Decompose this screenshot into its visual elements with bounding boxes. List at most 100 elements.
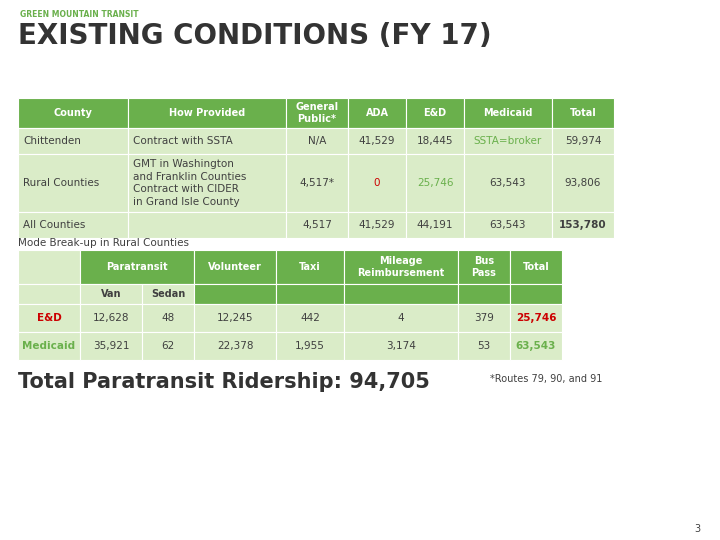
Bar <box>552 212 614 238</box>
Bar <box>464 212 552 238</box>
Text: 59,974: 59,974 <box>564 136 601 146</box>
Bar <box>18 212 128 238</box>
Text: E&D: E&D <box>37 313 61 323</box>
Text: County: County <box>53 108 92 118</box>
Text: Rural Counties: Rural Counties <box>23 178 99 188</box>
Text: 442: 442 <box>300 313 320 323</box>
Bar <box>18 284 80 304</box>
Text: 4: 4 <box>397 313 405 323</box>
Text: N/A: N/A <box>308 136 326 146</box>
Text: 41,529: 41,529 <box>359 136 395 146</box>
Text: 0: 0 <box>374 178 380 188</box>
Bar <box>458 304 510 332</box>
Bar <box>80 284 142 304</box>
Text: 3,174: 3,174 <box>386 341 416 351</box>
Text: 4,517*: 4,517* <box>300 178 335 188</box>
Text: All Counties: All Counties <box>23 220 86 230</box>
Text: 35,921: 35,921 <box>93 341 130 351</box>
Bar <box>18 98 128 128</box>
Bar <box>464 128 552 154</box>
Text: Paratransit: Paratransit <box>106 262 168 272</box>
Bar <box>286 212 348 238</box>
Bar <box>276 284 344 304</box>
Bar <box>142 304 194 332</box>
Bar <box>18 128 128 154</box>
Bar <box>510 332 562 360</box>
Text: 48: 48 <box>161 313 175 323</box>
Text: Medicaid: Medicaid <box>22 341 76 351</box>
Text: How Provided: How Provided <box>169 108 245 118</box>
Text: ADA: ADA <box>366 108 389 118</box>
Text: SSTA=broker: SSTA=broker <box>474 136 542 146</box>
Bar <box>194 250 276 284</box>
Bar <box>276 332 344 360</box>
Text: 4,517: 4,517 <box>302 220 332 230</box>
Text: Volunteer: Volunteer <box>208 262 262 272</box>
Bar <box>458 284 510 304</box>
Bar <box>348 98 406 128</box>
Text: General
Public*: General Public* <box>295 102 338 124</box>
Text: EXISTING CONDITIONS (FY 17): EXISTING CONDITIONS (FY 17) <box>18 22 492 50</box>
Bar <box>344 284 458 304</box>
Bar <box>194 284 276 304</box>
Bar <box>406 98 464 128</box>
Bar <box>194 332 276 360</box>
Bar <box>286 154 348 212</box>
Bar <box>464 98 552 128</box>
Text: Chittenden: Chittenden <box>23 136 81 146</box>
Bar <box>406 128 464 154</box>
Bar <box>194 304 276 332</box>
Bar <box>510 284 562 304</box>
Bar <box>276 250 344 284</box>
Text: 25,746: 25,746 <box>516 313 557 323</box>
Bar <box>18 304 80 332</box>
Bar <box>552 128 614 154</box>
Text: 93,806: 93,806 <box>564 178 601 188</box>
Bar <box>348 212 406 238</box>
Bar <box>128 98 286 128</box>
Bar <box>128 128 286 154</box>
Bar <box>344 332 458 360</box>
Bar <box>510 304 562 332</box>
Text: 44,191: 44,191 <box>417 220 454 230</box>
Bar <box>344 304 458 332</box>
Bar <box>142 332 194 360</box>
Bar <box>286 128 348 154</box>
Text: 41,529: 41,529 <box>359 220 395 230</box>
Bar <box>18 154 128 212</box>
Text: Mode Break-up in Rural Counties: Mode Break-up in Rural Counties <box>18 238 189 248</box>
Text: 63,543: 63,543 <box>490 178 526 188</box>
Text: 153,780: 153,780 <box>559 220 607 230</box>
Text: Contract with SSTA: Contract with SSTA <box>133 136 233 146</box>
Text: 12,628: 12,628 <box>93 313 130 323</box>
Bar <box>464 154 552 212</box>
Text: Total: Total <box>523 262 549 272</box>
Bar <box>128 212 286 238</box>
Text: 25,746: 25,746 <box>417 178 454 188</box>
Text: 62: 62 <box>161 341 175 351</box>
Text: 63,543: 63,543 <box>516 341 556 351</box>
Bar <box>276 304 344 332</box>
Text: Bus
Pass: Bus Pass <box>472 256 496 278</box>
Text: Total Paratransit Ridership: 94,705: Total Paratransit Ridership: 94,705 <box>18 372 430 392</box>
Bar <box>286 98 348 128</box>
Bar <box>552 154 614 212</box>
Text: Medicaid: Medicaid <box>483 108 533 118</box>
Bar <box>128 154 286 212</box>
Bar <box>406 212 464 238</box>
Text: *Routes 79, 90, and 91: *Routes 79, 90, and 91 <box>490 374 603 384</box>
Text: 18,445: 18,445 <box>417 136 454 146</box>
Text: 53: 53 <box>477 341 490 351</box>
Bar <box>406 154 464 212</box>
Text: 1,955: 1,955 <box>295 341 325 351</box>
Bar <box>142 284 194 304</box>
Text: Taxi: Taxi <box>299 262 321 272</box>
Text: Total: Total <box>570 108 596 118</box>
Text: Van: Van <box>101 289 121 299</box>
Text: 63,543: 63,543 <box>490 220 526 230</box>
Bar <box>458 332 510 360</box>
Bar <box>80 304 142 332</box>
Text: 22,378: 22,378 <box>217 341 253 351</box>
Bar <box>80 332 142 360</box>
Bar <box>348 128 406 154</box>
